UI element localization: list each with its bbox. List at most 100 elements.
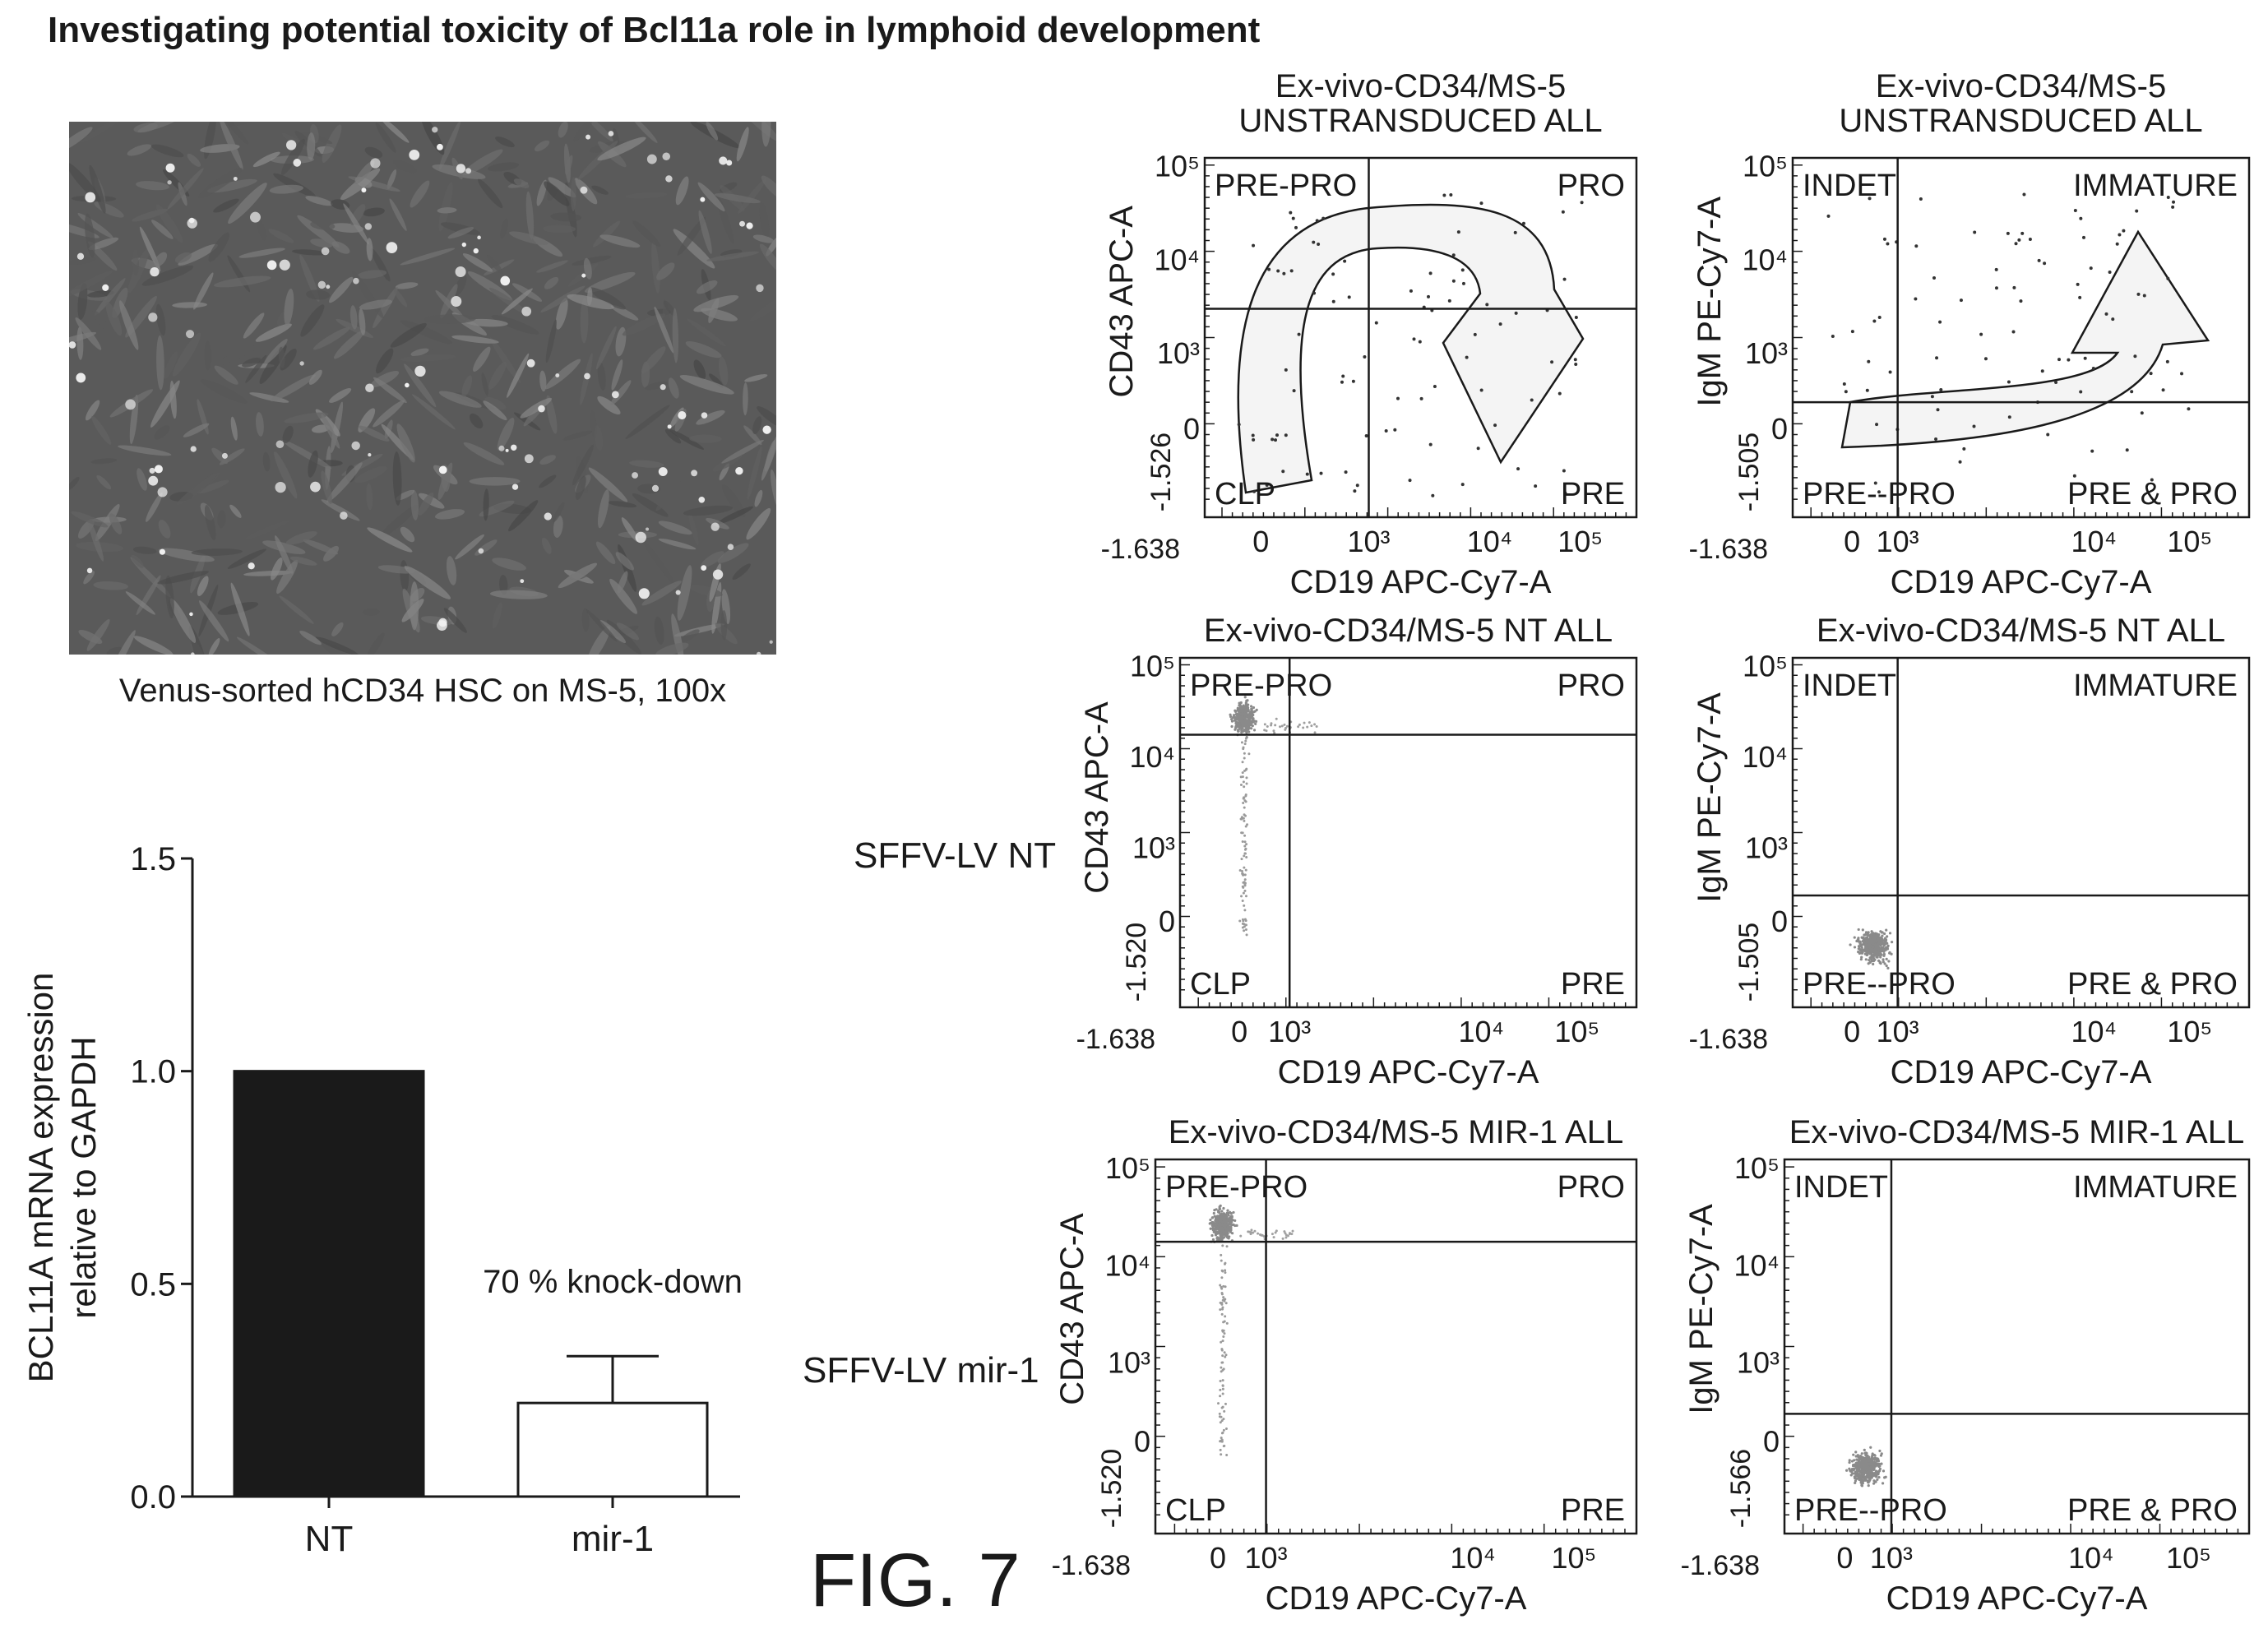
flow-event bbox=[1243, 844, 1247, 848]
flow-event bbox=[1220, 1349, 1224, 1352]
micrograph-bright-cell bbox=[275, 481, 286, 493]
flow-event bbox=[1238, 725, 1242, 729]
flow-event bbox=[1867, 1484, 1870, 1488]
micrograph-cell bbox=[262, 540, 306, 554]
flow-event bbox=[1219, 1448, 1222, 1451]
flow-event bbox=[1225, 1245, 1229, 1248]
flow-y-tick-label: 10⁵ bbox=[1155, 150, 1200, 183]
micrograph-cell bbox=[655, 479, 685, 511]
flow-arrow-speckle bbox=[2187, 407, 2191, 411]
micrograph-cell bbox=[310, 220, 336, 230]
bar-y-tick-label: 1.0 bbox=[130, 1054, 176, 1090]
flow-event bbox=[1883, 937, 1886, 941]
flow-quadrant-label: PRE bbox=[1561, 477, 1625, 511]
flow-event bbox=[1861, 928, 1864, 932]
micrograph-cell bbox=[150, 380, 180, 428]
flow-event bbox=[1243, 757, 1246, 760]
flow-event bbox=[1215, 1231, 1219, 1235]
flow-event bbox=[1225, 1321, 1229, 1325]
flow-event bbox=[1220, 1340, 1223, 1344]
flow-arrow-speckle bbox=[1873, 481, 1877, 485]
flow-event bbox=[1234, 710, 1238, 713]
flow-arrow-speckle bbox=[1409, 289, 1413, 293]
flow-arrow-speckle bbox=[1427, 294, 1431, 298]
flow-x-min-label: -1.638 bbox=[1689, 1024, 1768, 1055]
flow-arrow-speckle bbox=[1875, 423, 1879, 427]
micrograph-cell bbox=[586, 122, 613, 141]
micrograph-cell bbox=[85, 400, 100, 421]
flow-event bbox=[1243, 889, 1247, 892]
flow-arrow-speckle bbox=[1281, 470, 1285, 474]
micrograph-cell bbox=[312, 326, 350, 350]
flow-event bbox=[1285, 724, 1289, 728]
micrograph-cell bbox=[629, 460, 664, 468]
flow-event bbox=[1221, 1307, 1224, 1311]
flow-arrow-speckle bbox=[2161, 388, 2165, 392]
flow-event bbox=[1882, 958, 1885, 961]
micrograph-cell bbox=[297, 215, 340, 248]
flow-event bbox=[1243, 743, 1247, 746]
flow-event bbox=[1245, 782, 1248, 785]
micrograph-cell bbox=[303, 539, 339, 555]
micrograph-cell bbox=[89, 164, 106, 214]
flow-y-tick-label: 0 bbox=[1771, 905, 1788, 938]
flow-arrow-speckle bbox=[2017, 238, 2021, 242]
micrograph-cell bbox=[105, 302, 123, 336]
flow-event bbox=[1308, 721, 1311, 724]
micrograph-bright-cell bbox=[456, 164, 466, 174]
flow-arrow-speckle bbox=[1340, 380, 1344, 384]
flow-event bbox=[1238, 919, 1242, 923]
flow-arrow-speckle bbox=[1882, 237, 1886, 241]
micrograph-cell bbox=[155, 303, 166, 336]
flow-arrow-speckle bbox=[1312, 240, 1316, 244]
micrograph-cell bbox=[469, 413, 484, 429]
flow-event bbox=[1845, 1469, 1849, 1472]
micrograph-bright-cell bbox=[361, 187, 367, 193]
flow-arrow-speckle bbox=[2078, 295, 2082, 299]
flow-event bbox=[1858, 1461, 1862, 1464]
flow-event bbox=[1878, 1464, 1882, 1468]
flow-event bbox=[1869, 936, 1872, 939]
flow-y-axis-label: IgM PE-Cy7-A bbox=[1683, 1204, 1720, 1414]
flow-event bbox=[1864, 944, 1868, 947]
micrograph-cell bbox=[169, 598, 197, 643]
micrograph-cell bbox=[761, 175, 776, 200]
flow-arrow-speckle bbox=[1865, 388, 1869, 392]
flow-event bbox=[1222, 1418, 1225, 1421]
micrograph-cell bbox=[129, 394, 139, 445]
micrograph-caption: Venus-sorted hCD34 HSC on MS-5, 100x bbox=[118, 673, 727, 709]
micrograph-cell bbox=[611, 359, 623, 391]
micrograph-cell bbox=[366, 483, 373, 511]
flow-event bbox=[1245, 699, 1248, 702]
micrograph-bright-cell bbox=[250, 211, 261, 223]
flow-event bbox=[1867, 1470, 1870, 1474]
micrograph-cell bbox=[501, 288, 533, 315]
micrograph-cell bbox=[625, 405, 670, 439]
micrograph-bright-cell bbox=[660, 384, 666, 391]
flow-y-tick-label: 10⁴ bbox=[1742, 243, 1788, 276]
micrograph-cell bbox=[738, 178, 766, 214]
flow-event bbox=[1220, 1293, 1224, 1296]
micrograph-bright-cell bbox=[635, 531, 646, 544]
flow-arrow-speckle bbox=[2130, 390, 2134, 394]
micrograph-cell bbox=[412, 394, 456, 430]
flow-event bbox=[1236, 706, 1239, 710]
flow-event bbox=[1869, 1446, 1872, 1449]
micrograph-cell bbox=[558, 122, 568, 138]
flow-event bbox=[1237, 729, 1240, 733]
micrograph-bright-cell bbox=[726, 160, 733, 166]
flow-event bbox=[1243, 929, 1246, 932]
flow-event bbox=[1222, 1296, 1225, 1299]
micrograph-cell bbox=[685, 341, 722, 359]
micrograph-bright-cell bbox=[386, 242, 398, 253]
micrograph-cell bbox=[262, 451, 271, 472]
row-label-mir1: SFFV-LV mir-1 bbox=[803, 1350, 1039, 1390]
flow-arrow-speckle bbox=[1914, 297, 1918, 301]
flow-arrow-speckle bbox=[2111, 317, 2115, 322]
micrograph-cell bbox=[749, 291, 776, 322]
flow-arrow-speckle bbox=[2067, 358, 2071, 362]
micrograph-bright-cell bbox=[275, 440, 285, 449]
micrograph-cell bbox=[169, 380, 177, 419]
micrograph-cell bbox=[392, 451, 402, 506]
flow-event bbox=[1870, 930, 1873, 933]
